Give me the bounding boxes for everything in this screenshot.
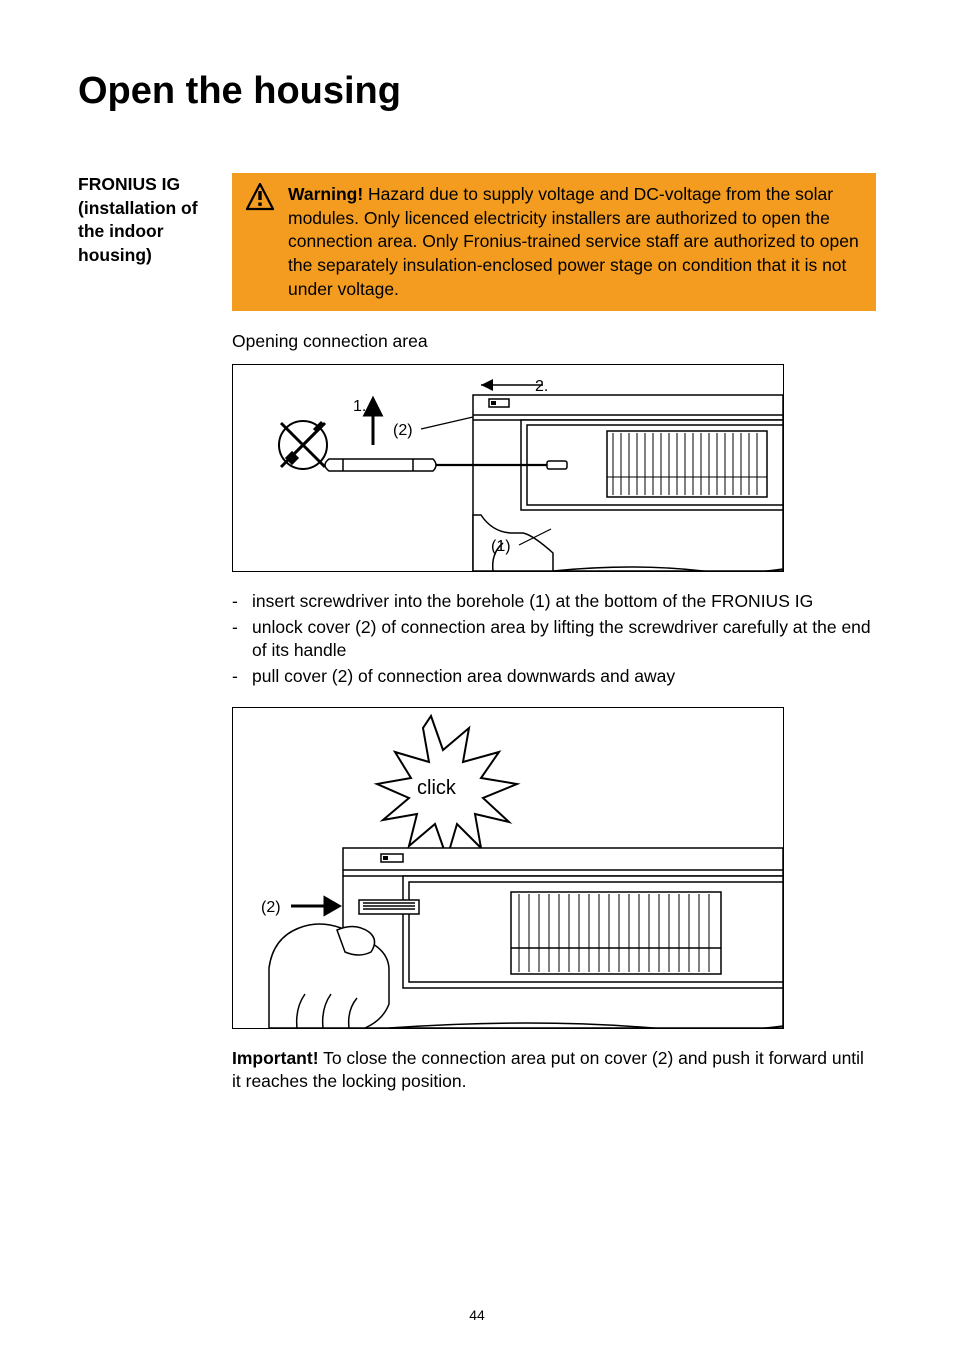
click-label: click xyxy=(417,777,457,799)
list-item-text: pull cover (2) of connection area downwa… xyxy=(252,665,876,689)
list-item: - unlock cover (2) of connection area by… xyxy=(232,616,876,663)
main-column: Warning! Hazard due to supply voltage an… xyxy=(232,173,876,1094)
important-text: To close the connection area put on cove… xyxy=(232,1048,864,1092)
dash: - xyxy=(232,590,252,614)
fig1-label-2: (2) xyxy=(393,422,413,439)
important-label: Important! xyxy=(232,1048,319,1068)
figure-1: 2. xyxy=(232,364,784,572)
important-note: Important! To close the connection area … xyxy=(232,1047,876,1094)
warning-icon xyxy=(246,183,280,216)
list-item: - insert screwdriver into the borehole (… xyxy=(232,590,876,614)
warning-text: Warning! Hazard due to supply voltage an… xyxy=(288,183,862,301)
fig1-callout-2: 2. xyxy=(535,378,548,395)
page-number: 44 xyxy=(0,1307,954,1323)
fig1-label-1: (1) xyxy=(491,538,511,555)
dash: - xyxy=(232,665,252,689)
figure-2-svg: click xyxy=(233,708,783,1028)
dash: - xyxy=(232,616,252,663)
list-item-text: unlock cover (2) of connection area by l… xyxy=(252,616,876,663)
instruction-list: - insert screwdriver into the borehole (… xyxy=(232,590,876,689)
figure-2: click xyxy=(232,707,784,1029)
side-column: FRONIUS IG (installation of the indoor h… xyxy=(78,173,232,1094)
side-heading: FRONIUS IG (installation of the indoor h… xyxy=(78,173,222,268)
subheading: Opening connection area xyxy=(232,331,876,352)
figure-1-svg: 2. xyxy=(233,365,783,571)
fig1-callout-1: 1. xyxy=(353,398,366,415)
warning-body: Hazard due to supply voltage and DC-volt… xyxy=(288,184,859,299)
page: Open the housing FRONIUS IG (installatio… xyxy=(0,0,954,1351)
page-title: Open the housing xyxy=(78,70,876,113)
warning-box: Warning! Hazard due to supply voltage an… xyxy=(232,173,876,311)
list-item-text: insert screwdriver into the borehole (1)… xyxy=(252,590,876,614)
fig2-label-2: (2) xyxy=(261,899,281,916)
list-item: - pull cover (2) of connection area down… xyxy=(232,665,876,689)
warning-label: Warning! xyxy=(288,184,363,204)
content-row: FRONIUS IG (installation of the indoor h… xyxy=(78,173,876,1094)
